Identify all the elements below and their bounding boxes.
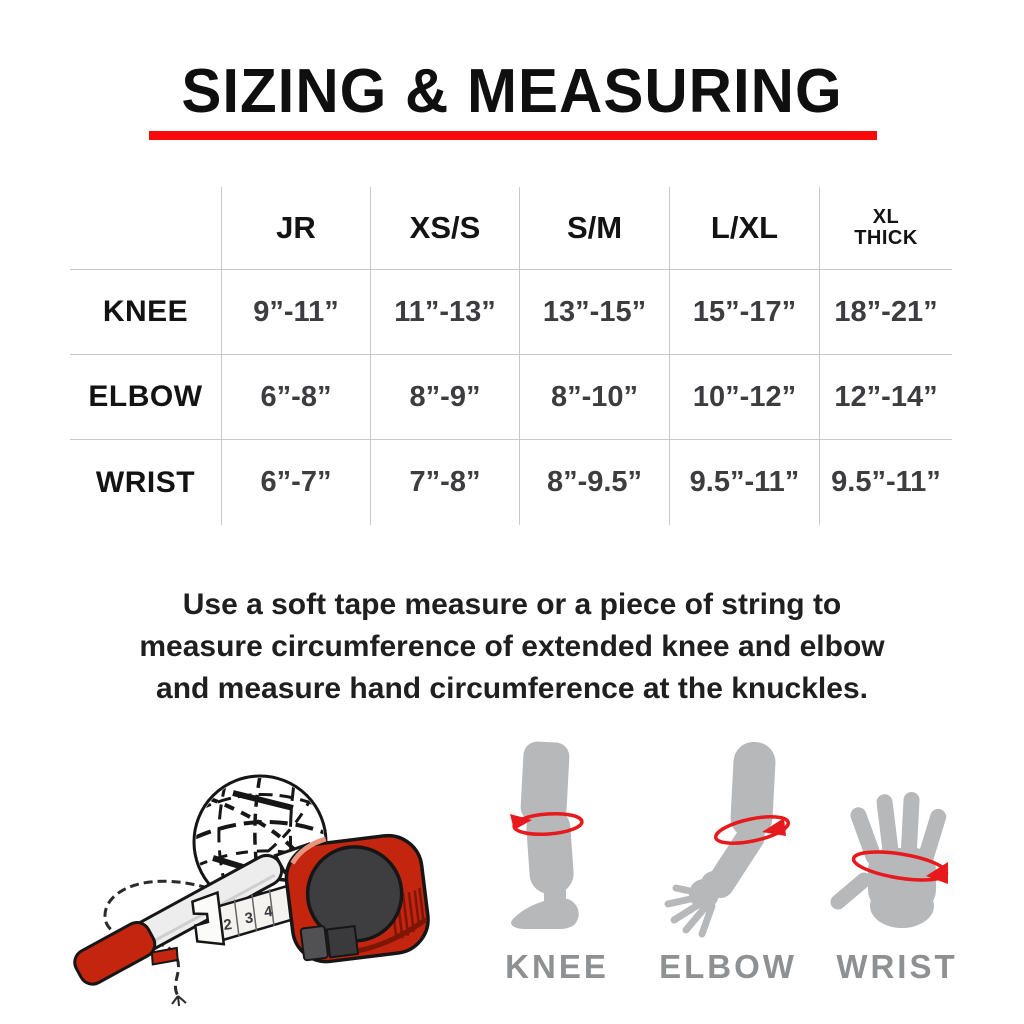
knee-l-xl-value: 15”-17”: [670, 270, 820, 355]
table-corner-cell: [70, 187, 222, 270]
wrist-measurement-icon: [830, 792, 949, 928]
wrist-xs-s-value: 7”-8”: [371, 440, 520, 525]
elbow-xl-thick-value: 12”-14”: [820, 355, 952, 440]
knee-measurement-icon: [510, 741, 584, 929]
wrist-figure-label: WRIST: [836, 948, 958, 985]
knee-s-m-value: 13”-15”: [520, 270, 670, 355]
tape-number-4: 4: [263, 903, 274, 921]
column-header-xs-s: XS/S: [371, 187, 520, 270]
knee-jr-value: 9”-11”: [222, 270, 371, 355]
knee-xl-thick-value: 18”-21”: [820, 270, 952, 355]
wrist-jr-value: 6”-7”: [222, 440, 371, 525]
wrist-s-m-value: 8”-9.5”: [520, 440, 670, 525]
measuring-instructions: Use a soft tape measure or a piece of st…: [0, 584, 1024, 710]
instructions-line-1: Use a soft tape measure or a piece of st…: [182, 588, 842, 621]
column-header-jr: JR: [222, 187, 371, 270]
elbow-jr-value: 6”-8”: [222, 355, 371, 440]
elbow-s-m-value: 8”-10”: [520, 355, 670, 440]
elbow-measurement-icon: [664, 741, 791, 938]
row-label-knee: KNEE: [70, 270, 222, 355]
page-title: SIZING & MEASURING: [181, 55, 843, 126]
title-underline: [149, 131, 877, 140]
row-label-elbow: ELBOW: [70, 355, 222, 440]
tape-measure-icon: 2 3 4: [191, 833, 430, 964]
instructions-line-3: and measure hand circumference at the kn…: [156, 672, 868, 705]
elbow-xs-s-value: 8”-9”: [371, 355, 520, 440]
column-header-l-xl: L/XL: [670, 187, 820, 270]
wrist-l-xl-value: 9.5”-11”: [670, 440, 820, 525]
elbow-measure-arrow: [713, 815, 791, 845]
column-header-s-m: S/M: [520, 187, 670, 270]
wrist-measure-arrow: [851, 850, 949, 884]
knee-xs-s-value: 11”-13”: [371, 270, 520, 355]
elbow-figure-label: ELBOW: [659, 948, 797, 985]
row-label-wrist: WRIST: [70, 440, 222, 525]
sizing-table: JR XS/S S/M L/XL XL THICK KNEE 9”-11” 11…: [70, 187, 952, 525]
instructions-line-2: measure circumference of extended knee a…: [139, 630, 885, 663]
tape-number-3: 3: [244, 909, 254, 927]
elbow-l-xl-value: 10”-12”: [670, 355, 820, 440]
marker-pen-icon: [73, 842, 315, 986]
knee-measure-arrow: [510, 811, 584, 837]
measuring-tools-illustration: 2 3 4: [73, 774, 430, 1007]
column-header-xl-thick: XL THICK: [820, 187, 952, 270]
wrist-xl-thick-value: 9.5”-11”: [831, 466, 941, 498]
knee-figure-label: KNEE: [505, 948, 609, 985]
tape-number-2: 2: [222, 916, 232, 934]
